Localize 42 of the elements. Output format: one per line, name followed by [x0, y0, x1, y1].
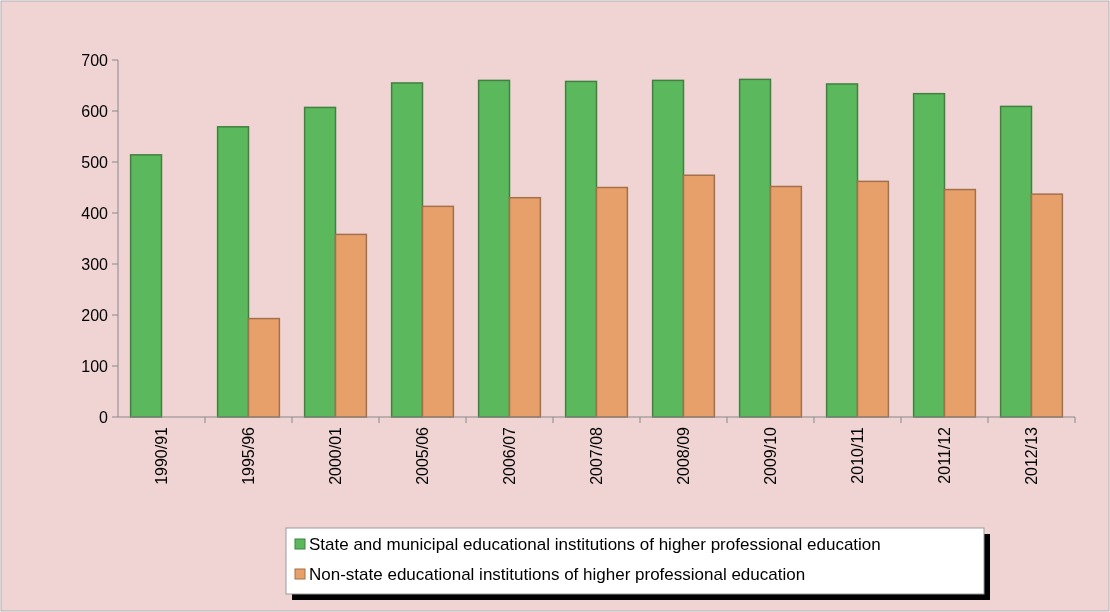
x-tick-label: 2010/11 [849, 426, 867, 484]
y-tick-label: 0 [99, 408, 109, 426]
bar [508, 196, 542, 418]
x-tick-label: 2009/10 [762, 426, 780, 485]
x-tick-label: 2000/01 [327, 426, 345, 485]
bar [421, 205, 455, 418]
bar [856, 180, 890, 418]
y-tick-label: 100 [81, 357, 109, 375]
x-tick-label: 1995/96 [240, 426, 258, 485]
y-tick-label: 600 [81, 102, 109, 120]
x-tick-label: 2011/12 [936, 426, 954, 484]
x-tick-label: 2008/09 [675, 426, 693, 485]
legend-label: State and municipal educational institutions of higher professional education [309, 534, 881, 554]
x-tick-label: 1990/91 [153, 426, 171, 485]
bar [390, 82, 424, 418]
bar [129, 154, 163, 418]
bar [303, 106, 337, 418]
bar [943, 188, 977, 418]
bar [825, 83, 859, 418]
y-tick-label: 300 [81, 255, 109, 273]
y-tick-label: 400 [81, 204, 109, 222]
bar [1030, 193, 1064, 418]
bar [477, 79, 511, 418]
x-tick-label: 2005/06 [414, 426, 432, 485]
y-tick-label: 500 [81, 153, 109, 171]
bar [999, 105, 1033, 418]
bar [247, 317, 281, 418]
bar [216, 126, 250, 418]
x-tick-label: 2006/07 [501, 426, 519, 485]
bar [769, 185, 803, 418]
bar [334, 233, 368, 418]
y-tick-label: 700 [81, 51, 109, 69]
bar [651, 79, 685, 418]
bar [912, 92, 946, 418]
y-tick-label: 200 [81, 306, 109, 324]
bar [682, 174, 716, 418]
x-tick-label: 2007/08 [588, 426, 606, 485]
x-tick-label: 2012/13 [1023, 426, 1041, 485]
bar [564, 80, 598, 418]
legend-label: Non-state educational institutions of higher professional education [309, 564, 806, 584]
bar [738, 78, 772, 418]
bar [595, 186, 629, 418]
